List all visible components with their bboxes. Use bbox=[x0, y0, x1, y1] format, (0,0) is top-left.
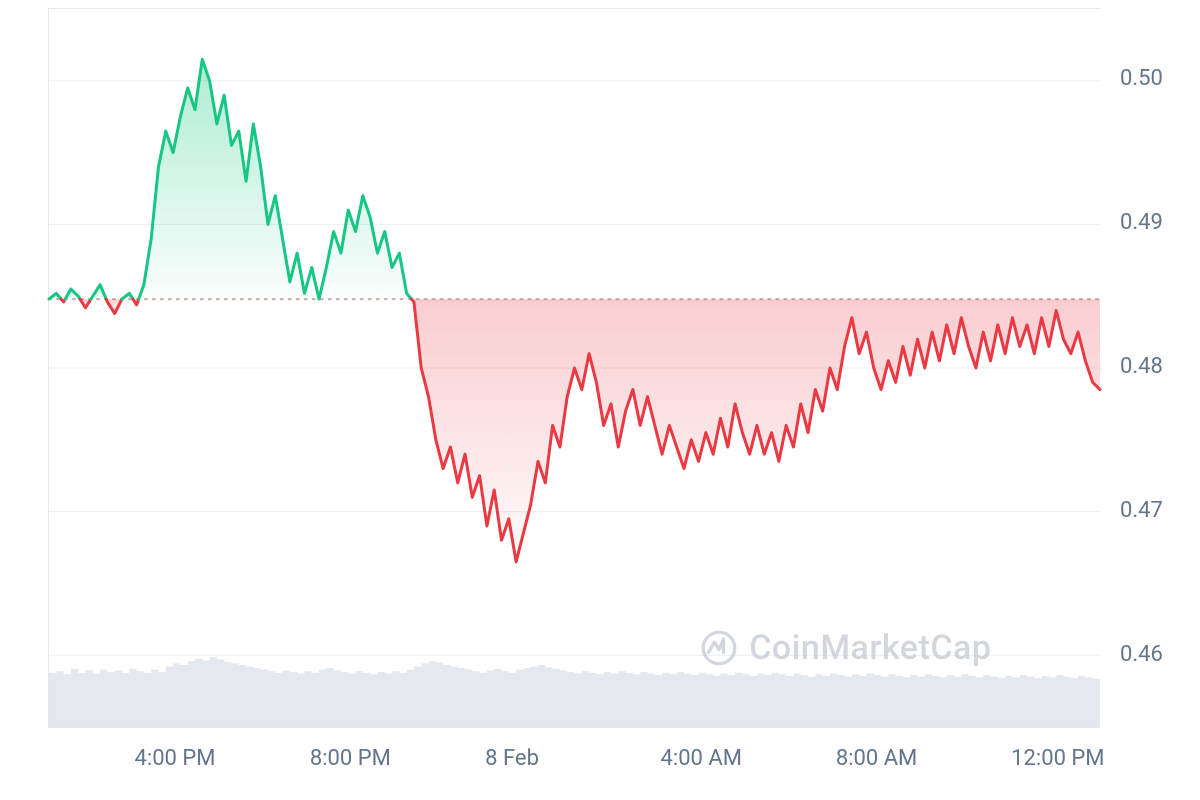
x-tick-label: 8:00 PM bbox=[310, 746, 391, 771]
x-tick-label: 12:00 PM bbox=[1011, 746, 1104, 771]
y-tick-label: 0.48 bbox=[1120, 354, 1163, 379]
y-tick-label: 0.47 bbox=[1120, 498, 1163, 523]
y-tick-label: 0.46 bbox=[1120, 642, 1163, 667]
plot-area[interactable]: CoinMarketCap bbox=[48, 8, 1100, 728]
price-chart: CoinMarketCap 0.46 0.47 0.48 0.49 0.50 4:00 … bbox=[0, 0, 1200, 800]
chart-svg bbox=[49, 9, 1100, 727]
watermark: CoinMarketCap bbox=[701, 628, 991, 668]
y-tick-label: 0.50 bbox=[1120, 66, 1163, 91]
x-tick-label: 4:00 PM bbox=[135, 746, 216, 771]
x-tick-label: 8 Feb bbox=[485, 746, 539, 771]
coinmarketcap-icon bbox=[701, 630, 737, 666]
watermark-text: CoinMarketCap bbox=[749, 628, 991, 668]
y-tick-label: 0.49 bbox=[1120, 210, 1163, 235]
x-tick-label: 4:00 AM bbox=[661, 746, 742, 771]
x-tick-label: 8:00 AM bbox=[836, 746, 917, 771]
